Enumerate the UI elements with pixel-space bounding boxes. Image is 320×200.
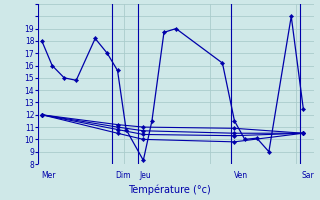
Text: Ven: Ven [234, 171, 248, 180]
Text: Température (°c): Température (°c) [128, 185, 211, 195]
Text: Dim: Dim [115, 171, 131, 180]
Text: Mer: Mer [41, 171, 55, 180]
Text: Sar: Sar [301, 171, 314, 180]
Text: Jeu: Jeu [140, 171, 152, 180]
